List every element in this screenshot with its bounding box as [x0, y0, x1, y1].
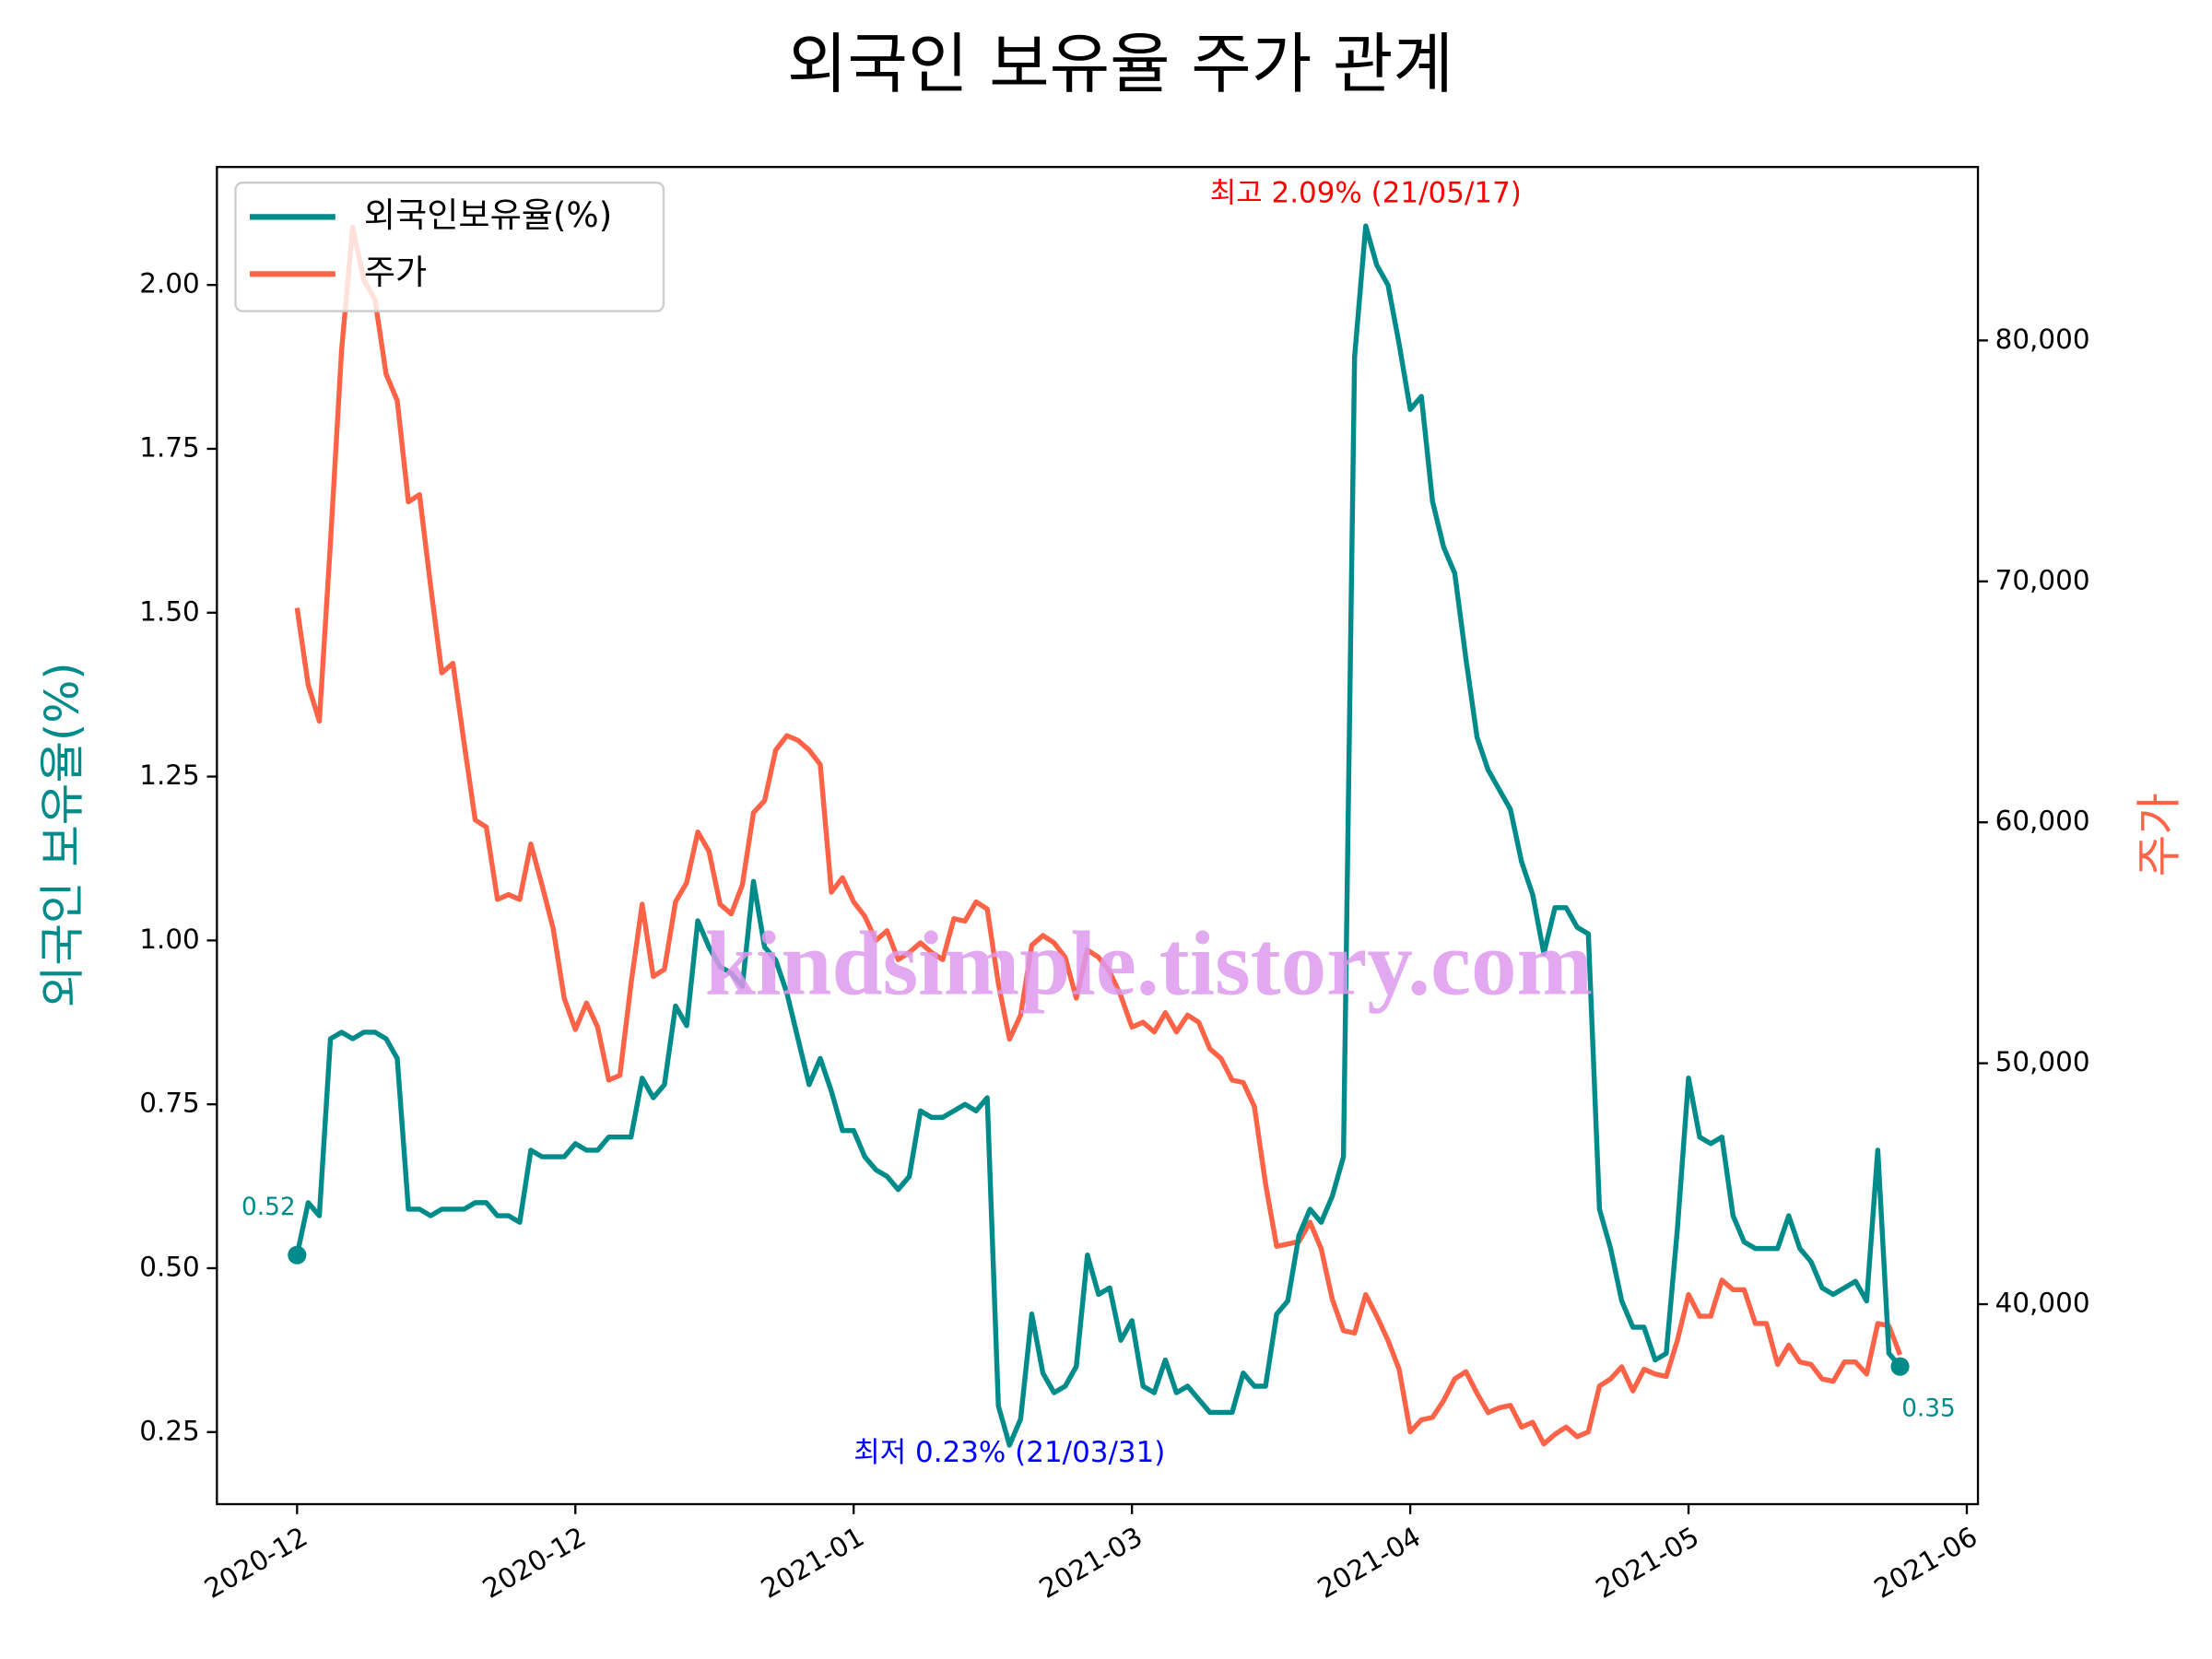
y-tick-label: 1.25 [139, 759, 199, 791]
x-tick-label: 2021-06 [1869, 1521, 1983, 1605]
y2-tick-label: 60,000 [1995, 806, 2090, 837]
value-label: 0.35 [1901, 1395, 1956, 1423]
x-tick-label: 2021-05 [1591, 1521, 1704, 1605]
value-label: 0.52 [241, 1194, 296, 1221]
x-tick-label: 2020-12 [199, 1521, 312, 1605]
y2-tick-label: 40,000 [1995, 1288, 2090, 1319]
plot-frame [216, 166, 1980, 1506]
x-tick-label: 2021-04 [1312, 1521, 1426, 1605]
x-tick-label: 2021-01 [756, 1521, 869, 1605]
x-tick-label: 2021-03 [1034, 1521, 1147, 1605]
y2-tick-label: 70,000 [1995, 564, 2090, 595]
legend-label: 주가 [364, 253, 427, 292]
x-tick-label: 2020-12 [477, 1521, 591, 1605]
y-tick-label: 1.00 [139, 924, 199, 955]
y2-axis-label: 주가 [2132, 793, 2185, 877]
series-line [294, 224, 1903, 1447]
y-axis-label: 외국인 보유율(%) [36, 662, 89, 1007]
legend-label: 외국인보유율(%) [364, 195, 612, 235]
end-point [1890, 1357, 1910, 1376]
y-tick-label: 2.00 [139, 268, 199, 300]
y-tick-label: 1.75 [139, 431, 199, 463]
y-tick-label: 0.25 [139, 1415, 199, 1446]
chart-title: 외국인 보유율 주가 관계 [787, 26, 1453, 102]
series-line [294, 223, 1902, 1448]
end-point [288, 1245, 307, 1265]
y2-tick-label: 50,000 [1995, 1046, 2090, 1077]
y-tick-label: 0.50 [139, 1251, 199, 1282]
legend-box [234, 182, 665, 312]
watermark: kindsimple.tistory.com [705, 914, 1593, 1015]
annotation: 최고 2.09% (21/05/17) [1210, 177, 1522, 210]
legend: 외국인보유율(%) 주가 [234, 182, 665, 312]
y-tick-label: 1.50 [139, 595, 199, 627]
annotation: 최저 0.23% (21/03/31) [853, 1436, 1165, 1469]
y-tick-label: 0.75 [139, 1088, 199, 1119]
y2-tick-label: 80,000 [1995, 324, 2090, 355]
